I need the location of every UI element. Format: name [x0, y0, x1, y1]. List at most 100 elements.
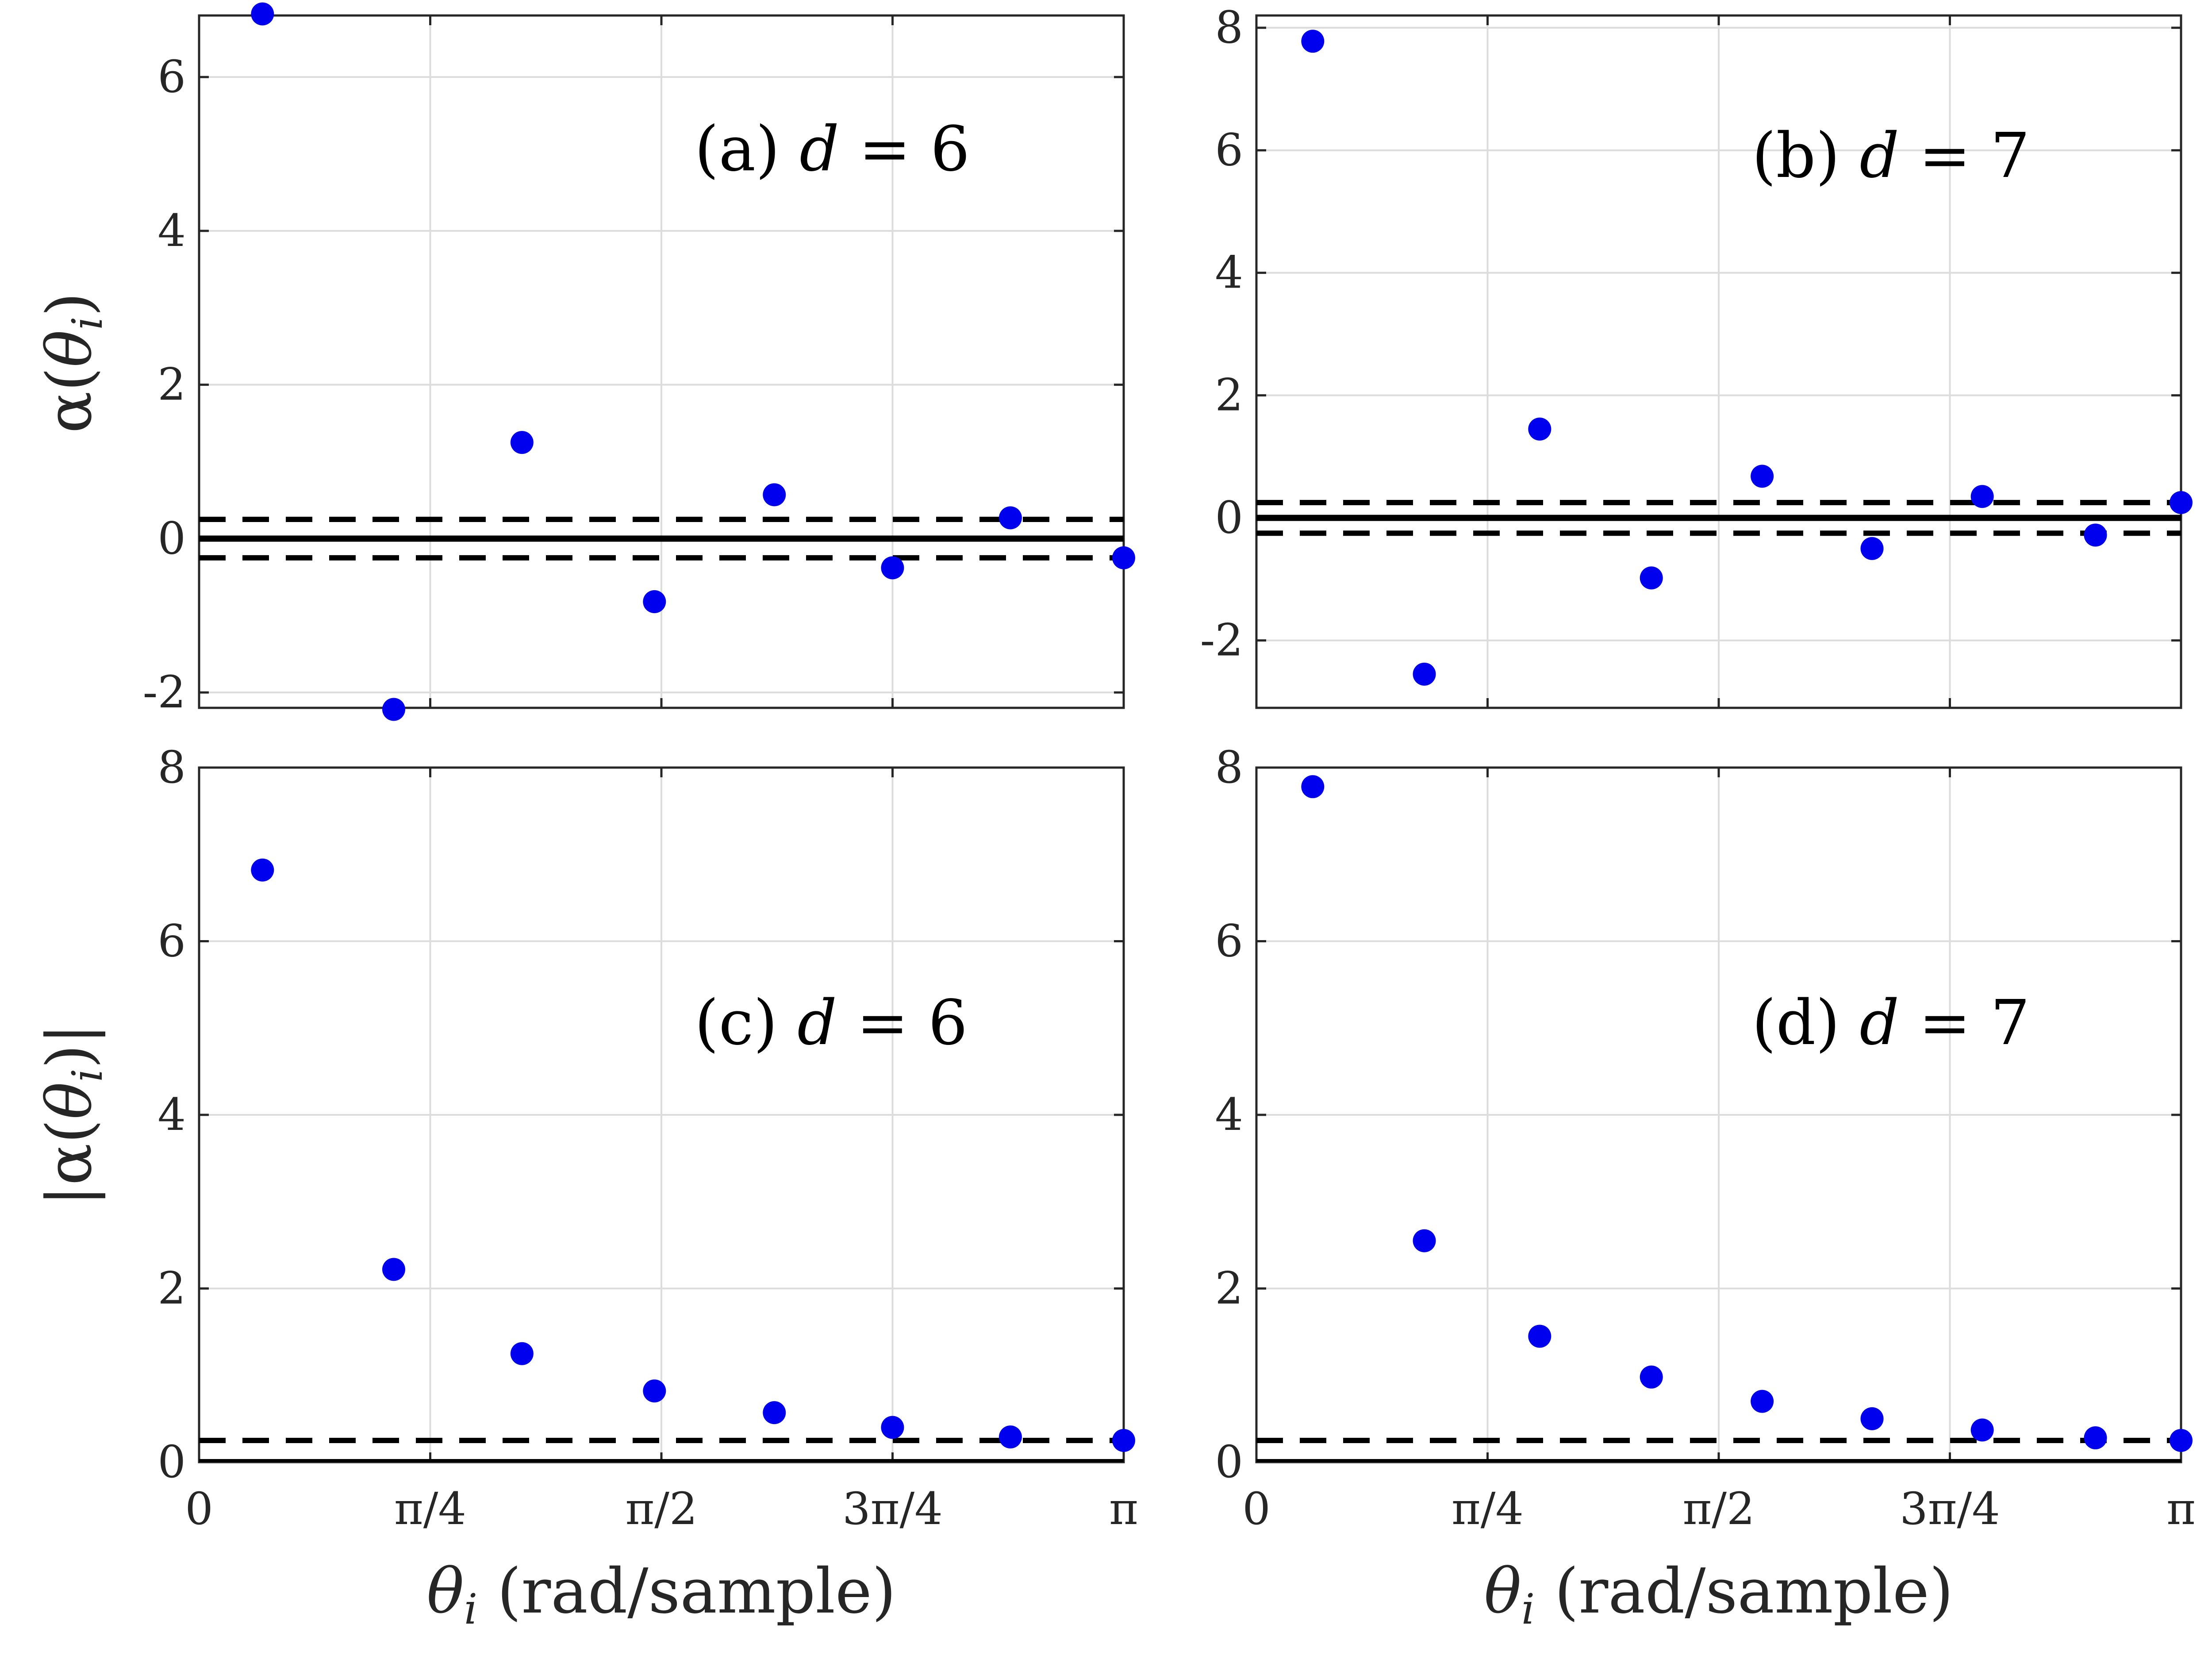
y-axis-title-close: ) — [34, 292, 106, 317]
x-tick-label: 0 — [185, 1483, 213, 1535]
x-axis-title-sub: i — [1521, 1585, 1535, 1634]
y-tick-label: 2 — [157, 359, 186, 411]
data-point — [763, 1401, 786, 1425]
panel-label-var: d — [797, 987, 837, 1059]
y-tick-label: 0 — [157, 512, 186, 564]
data-point — [881, 1416, 904, 1439]
y-tick-label: 8 — [157, 741, 186, 793]
panel-label-prefix: (d) — [1752, 987, 1859, 1059]
data-point — [881, 556, 904, 580]
data-point — [2084, 523, 2107, 547]
data-point — [251, 858, 274, 882]
y-tick-label: 8 — [1215, 741, 1243, 793]
y-axis-title: |α(θi)| — [34, 1024, 112, 1206]
x-axis-title-unit: (rad/sample) — [1535, 1555, 1953, 1628]
data-point — [643, 1379, 666, 1403]
y-tick-label: 8 — [1215, 2, 1243, 54]
data-point — [1970, 1418, 1994, 1442]
x-axis-title: θi (rad/sample) — [1484, 1555, 1954, 1634]
data-point — [1301, 775, 1325, 799]
y-tick-label: 0 — [1215, 1436, 1243, 1488]
data-point — [998, 506, 1022, 530]
y-tick-label: 6 — [1215, 124, 1243, 176]
x-axis-title-var: θ — [1484, 1555, 1521, 1628]
y-axis-title-var: θ — [34, 1082, 106, 1119]
panel-label: (d) d = 7 — [1752, 987, 2030, 1059]
panel-a: -2 0 2 4 6 (a) d = 6 α(θi) — [34, 2, 1136, 721]
data-point — [1301, 30, 1325, 53]
y-axis-title-close: )| — [34, 1024, 106, 1069]
data-point — [251, 2, 274, 26]
y-axis-title-fn: α( — [34, 367, 106, 433]
panel-b: -2 0 2 4 6 8 (b) d = 7 — [1200, 2, 2193, 709]
data-point — [1640, 1365, 1663, 1389]
data-point — [1112, 546, 1136, 569]
y-tick-label: 6 — [1215, 915, 1243, 967]
data-point — [382, 698, 406, 721]
x-tick-label: π — [2166, 1483, 2196, 1535]
panel-label-value: = 7 — [1899, 120, 2030, 192]
data-point — [382, 1258, 406, 1281]
panel-label: (b) d = 7 — [1752, 120, 2030, 192]
panel-label-var: d — [1859, 987, 1899, 1059]
data-point — [2170, 491, 2193, 515]
data-point — [1751, 1390, 1774, 1413]
data-point — [1528, 417, 1551, 441]
panel-label-prefix: (c) — [695, 987, 797, 1059]
y-tick-label: 2 — [1215, 1263, 1243, 1314]
x-axis-title: θi (rad/sample) — [427, 1555, 896, 1634]
data-point — [1528, 1325, 1551, 1348]
x-axis-title-unit: (rad/sample) — [477, 1555, 896, 1628]
x-tick-label: π — [1109, 1483, 1138, 1535]
data-point — [1860, 1407, 1884, 1430]
data-point — [1860, 537, 1884, 560]
panel-label-prefix: (a) — [695, 113, 799, 185]
data-point — [643, 590, 666, 614]
panel-label-prefix: (b) — [1752, 120, 1859, 192]
y-tick-label: -2 — [1200, 614, 1243, 666]
y-axis-title-fn: |α( — [34, 1119, 106, 1206]
x-tick-label: π/2 — [625, 1483, 697, 1535]
y-axis-title-var: θ — [34, 330, 106, 367]
y-tick-label: 0 — [157, 1436, 186, 1488]
y-tick-label: 4 — [157, 205, 186, 257]
y-tick-label: 6 — [157, 51, 186, 103]
x-axis-title-var: θ — [427, 1555, 464, 1628]
data-point — [1640, 566, 1663, 590]
panel-label: (a) d = 6 — [695, 113, 970, 185]
y-tick-label: 6 — [157, 915, 186, 967]
y-tick-label: 0 — [1215, 492, 1243, 544]
x-tick-label: 3π/4 — [1900, 1483, 2000, 1535]
panel-label-var: d — [1859, 120, 1899, 192]
panel-label: (c) d = 6 — [695, 987, 968, 1059]
data-point — [1112, 1429, 1136, 1452]
reference-lines — [1256, 500, 2181, 536]
y-axis-title-sub: i — [63, 316, 112, 330]
panel-label-value: = 7 — [1899, 987, 2030, 1059]
reference-lines — [1256, 1437, 2181, 1462]
y-tick-label: 2 — [157, 1263, 186, 1314]
y-axis-title-sub: i — [63, 1068, 112, 1082]
panel-d: 0 2 4 6 8 0 π/4 π/2 3π/4 π (d) d = 7 θi (rad/sample… — [1215, 741, 2195, 1634]
x-tick-label: 0 — [1242, 1483, 1271, 1535]
data-point — [1413, 1229, 1436, 1252]
data-point — [1751, 465, 1774, 488]
y-tick-label: 4 — [1215, 1089, 1243, 1141]
data-point — [998, 1425, 1022, 1449]
y-tick-label: 4 — [157, 1089, 186, 1141]
panel-label-value: = 6 — [839, 113, 970, 185]
panel-label-value: = 6 — [837, 987, 968, 1059]
data-point — [2084, 1426, 2107, 1450]
panel-label-var: d — [799, 113, 839, 185]
y-tick-label: -2 — [143, 666, 186, 718]
reference-lines — [199, 516, 1124, 561]
y-tick-label: 4 — [1215, 247, 1243, 299]
y-axis-title: α(θi) — [34, 292, 112, 433]
x-tick-label: π/2 — [1682, 1483, 1755, 1535]
data-point — [763, 483, 786, 507]
data-point — [510, 1342, 534, 1365]
y-tick-label: 2 — [1215, 369, 1243, 421]
data-point — [1413, 662, 1436, 686]
